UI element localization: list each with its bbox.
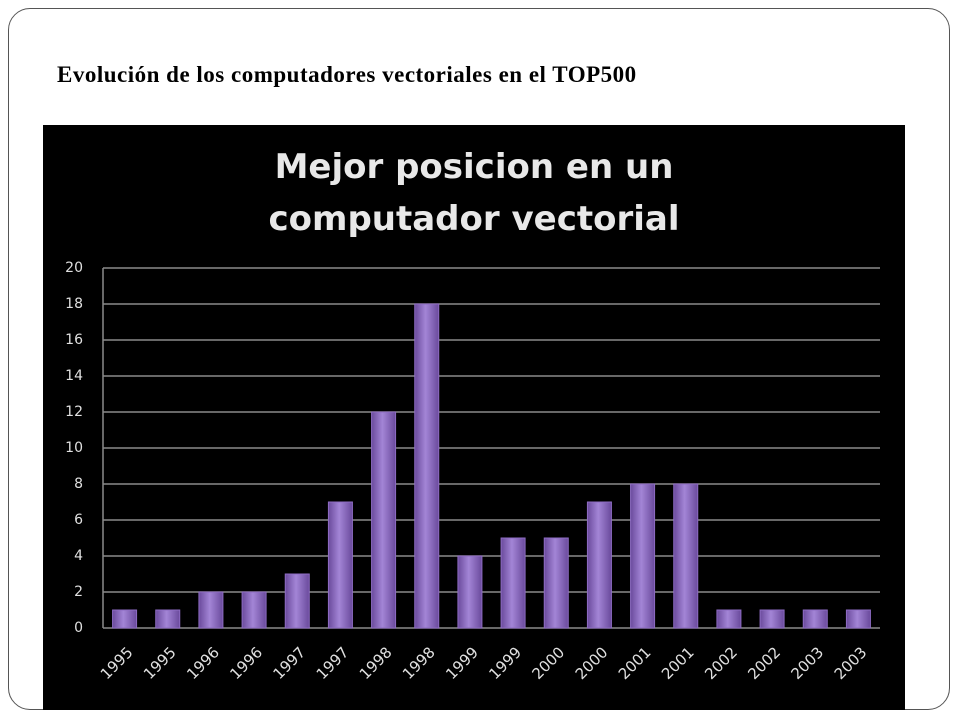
bar [155,609,181,629]
bar [716,609,742,629]
x-tick-label: 1996 [226,643,266,683]
y-tick-label: 10 [65,440,83,456]
x-tick-label: 2003 [831,643,871,683]
bar [457,555,483,629]
y-tick-label: 20 [65,260,83,276]
bar [630,483,656,629]
bar [673,483,699,629]
y-tick-label: 18 [65,296,83,312]
bar [371,411,397,629]
y-tick-label: 2 [74,584,83,600]
bar [414,303,440,629]
x-tick-label: 1999 [485,643,525,683]
chart-title-box: Mejor posicion en un computador vectoria… [43,141,905,245]
x-tick-label: 1997 [270,643,310,683]
bar [759,609,785,629]
x-tick-label: 2002 [744,643,784,683]
x-tick-label: 2002 [701,643,741,683]
x-tick-label: 2003 [788,643,828,683]
bar [500,537,526,629]
bar [802,609,828,629]
x-tick-label: 2000 [529,643,569,683]
x-tick-label: 2001 [658,643,698,683]
bar [586,501,612,629]
bar [198,591,224,629]
x-tick-label: 1995 [97,643,137,683]
x-tick-label: 1998 [399,643,439,683]
y-tick-label: 16 [65,332,83,348]
x-tick-label: 2001 [615,643,655,683]
bar [241,591,267,629]
bar [284,573,310,629]
slide-title: Evolución de los computadores vectoriale… [57,62,637,87]
x-tick-label: 1999 [442,643,482,683]
x-tick-label: 2000 [572,643,612,683]
bar [543,537,569,629]
bar [845,609,871,629]
x-tick-label: 1996 [183,643,223,683]
y-tick-label: 4 [74,548,83,564]
x-tick-label: 1997 [313,643,353,683]
x-tick-label: 1995 [140,643,180,683]
bar [327,501,353,629]
y-tick-label: 6 [74,512,83,528]
y-tick-label: 0 [74,620,83,636]
chart-title: Mejor posicion en un computador vectoria… [268,147,680,239]
y-tick-label: 14 [65,368,83,384]
x-tick-label: 1998 [356,643,396,683]
bar [112,609,138,629]
y-tick-label: 12 [65,404,83,420]
chart-box: Mejor posicion en un computador vectoria… [43,125,905,710]
y-tick-label: 8 [74,476,83,492]
